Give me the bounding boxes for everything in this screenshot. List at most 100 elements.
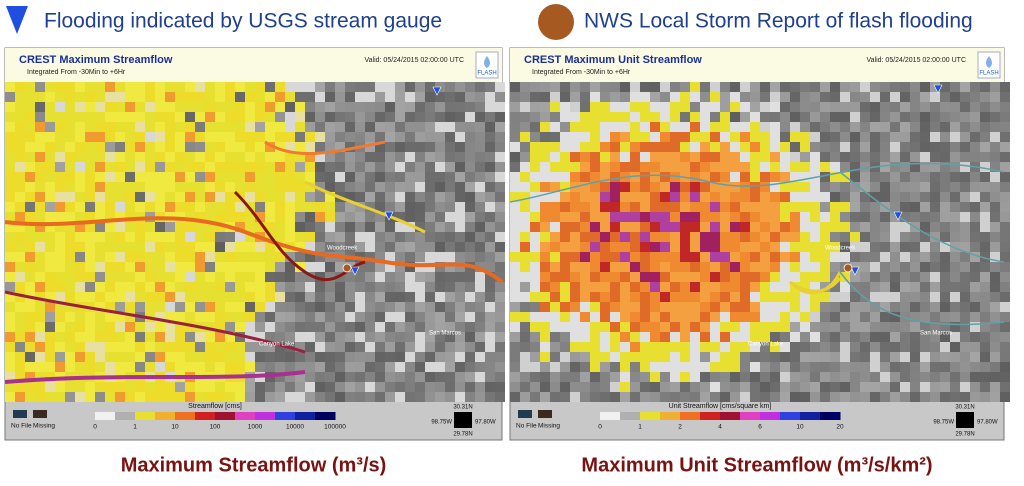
map-cell <box>265 212 275 222</box>
map-cell <box>720 302 730 312</box>
map-cell <box>920 142 930 152</box>
map-cell <box>740 222 750 232</box>
map-cell <box>640 82 650 92</box>
map-cell <box>710 232 720 242</box>
map-cell <box>540 132 550 142</box>
map-cell <box>780 262 790 272</box>
map-cell <box>990 112 1000 122</box>
map-cell <box>145 122 155 132</box>
map-cell <box>95 202 105 212</box>
map-cell <box>35 132 45 142</box>
map-cell <box>185 222 195 232</box>
map-cell <box>75 332 85 342</box>
map-cell <box>800 172 810 182</box>
map-cell <box>990 312 1000 322</box>
map-cell <box>770 92 780 102</box>
map-cell <box>115 282 125 292</box>
map-cell <box>215 102 225 112</box>
map-cell <box>415 92 425 102</box>
map-cell <box>5 142 15 152</box>
map-cell <box>720 212 730 222</box>
map-cell <box>630 372 640 382</box>
map-cell <box>1000 222 1010 232</box>
map-cell <box>445 302 455 312</box>
map-cell <box>55 362 65 372</box>
map-cell <box>560 322 570 332</box>
map-cell <box>680 292 690 302</box>
map-cell <box>275 222 285 232</box>
map-cell <box>245 262 255 272</box>
map-cell <box>960 392 970 402</box>
map-cell <box>295 322 305 332</box>
map-cell <box>395 352 405 362</box>
map-cell <box>740 252 750 262</box>
map-cell <box>810 392 820 402</box>
map-cell <box>550 282 560 292</box>
map-cell <box>455 322 465 332</box>
map-cell <box>990 222 1000 232</box>
map-cell <box>890 122 900 132</box>
map-cell <box>620 112 630 122</box>
map-cell <box>690 352 700 362</box>
colorbar-tick: 10000 <box>286 424 304 431</box>
map-cell <box>75 322 85 332</box>
map-cell <box>25 352 35 362</box>
map-cell <box>610 192 620 202</box>
map-cell <box>880 282 890 292</box>
map-cell <box>345 392 355 402</box>
map-cell <box>830 352 840 362</box>
map-cell <box>710 242 720 252</box>
map-cell <box>510 332 520 342</box>
map-cell <box>870 202 880 212</box>
map-cell <box>870 272 880 282</box>
map-cell <box>810 352 820 362</box>
map-cell <box>980 112 990 122</box>
map-cell <box>840 382 850 392</box>
map-cell <box>105 232 115 242</box>
map-cell <box>800 362 810 372</box>
map-cell <box>810 142 820 152</box>
map-cell <box>215 392 225 402</box>
map-cell <box>560 312 570 322</box>
map-cell <box>405 172 415 182</box>
map-cell <box>215 222 225 232</box>
map-cell <box>95 322 105 332</box>
map-cell <box>415 242 425 252</box>
map-cell <box>960 212 970 222</box>
map-cell <box>760 212 770 222</box>
map-cell <box>800 142 810 152</box>
map-cell <box>910 182 920 192</box>
map-cell <box>780 322 790 332</box>
map-cell <box>175 142 185 152</box>
map-cell <box>385 82 395 92</box>
map-cell <box>610 322 620 332</box>
map-cell <box>700 142 710 152</box>
map-cell <box>355 172 365 182</box>
map-cell <box>510 322 520 332</box>
map-cell <box>870 82 880 92</box>
report-icon <box>538 4 574 40</box>
river <box>789 277 842 293</box>
map-cell <box>620 142 630 152</box>
map-cell <box>305 112 315 122</box>
map-cell <box>125 232 135 242</box>
map-cell <box>620 192 630 202</box>
map-cell <box>960 112 970 122</box>
map-cell <box>830 292 840 302</box>
map-cell <box>980 202 990 212</box>
map-cell <box>325 122 335 132</box>
map-cell <box>165 252 175 262</box>
map-cell <box>205 222 215 232</box>
map-cell <box>235 272 245 282</box>
map-cell <box>305 312 315 322</box>
map-cell <box>145 92 155 102</box>
map-cell <box>395 262 405 272</box>
map-cell <box>620 222 630 232</box>
map-cell <box>295 102 305 112</box>
map-cell <box>950 382 960 392</box>
map-cell <box>225 212 235 222</box>
map-cell <box>355 312 365 322</box>
map-cell <box>345 212 355 222</box>
map-cell <box>780 252 790 262</box>
